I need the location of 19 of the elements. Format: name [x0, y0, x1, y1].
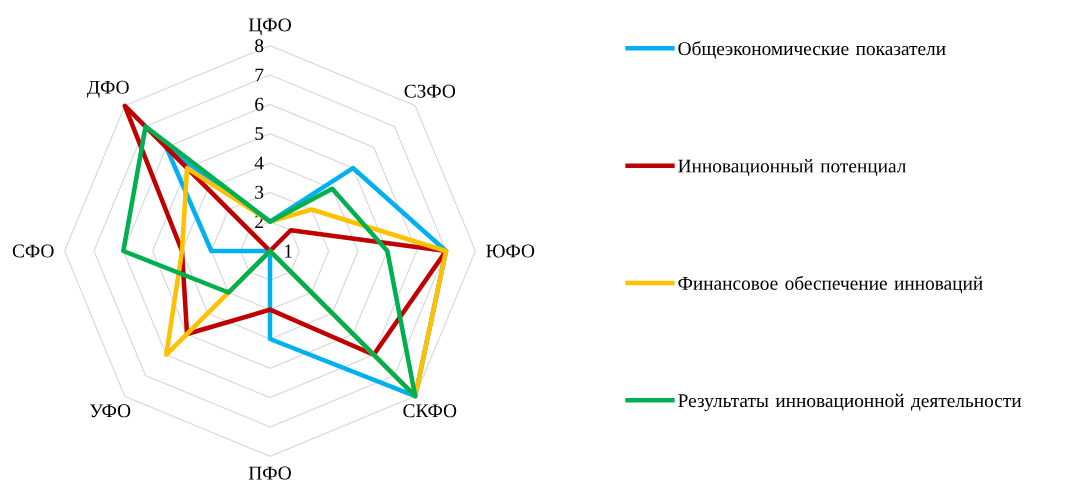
y-tick-label: 8: [255, 39, 264, 53]
spoke-label: ДФО: [87, 80, 129, 98]
spoke-label: СФО: [12, 244, 54, 258]
spoke-label: СЗФО: [404, 84, 456, 98]
y-tick-label: 4: [254, 156, 264, 170]
legend-label: Финансовое обеспечение инноваций: [678, 275, 983, 294]
legend-label: Общеэкономические показатели: [678, 41, 946, 60]
legend-label: Результаты инновационной деятельности: [678, 393, 1022, 412]
y-tick-label: 3: [255, 185, 264, 199]
y-tick-label: 6: [255, 97, 264, 111]
spoke-label: ЮФО: [486, 244, 535, 258]
spoke-label: СКФО: [403, 404, 457, 418]
spoke-label: ПФО: [248, 466, 291, 480]
y-tick-label: 5: [255, 127, 264, 141]
y-tick-label: 7: [255, 68, 264, 82]
spoke-label: ЦФО: [248, 18, 291, 36]
legend-label: Инновационный потенциал: [678, 159, 906, 177]
y-tick-label: 1: [285, 244, 292, 258]
spoke-label: УФО: [89, 404, 131, 418]
